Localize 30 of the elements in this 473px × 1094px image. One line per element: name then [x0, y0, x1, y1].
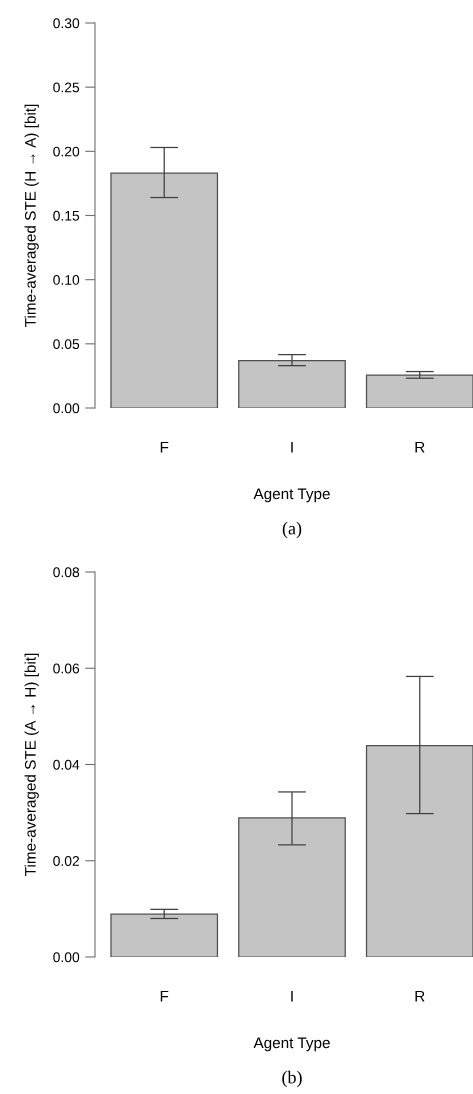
bar	[238, 359, 346, 408]
y-tick-label: 0.10	[53, 275, 80, 285]
y-tick-label: 0.00	[53, 403, 80, 414]
bar	[110, 913, 219, 957]
y-tick-label: 0.08	[53, 567, 80, 578]
x-axis-title: Agent Type	[253, 1037, 330, 1052]
bar	[365, 745, 473, 957]
y-axis-title: Time-averaged STE (A → H) [bit]	[24, 653, 39, 876]
x-tick-label: F	[160, 990, 169, 1002]
x-tick-label: I	[291, 441, 293, 453]
x-tick-label: R	[415, 441, 425, 453]
y-tick-label: 0.15	[53, 210, 80, 221]
bar	[365, 374, 473, 408]
bar	[110, 172, 219, 408]
y-tick-label: 0.25	[53, 82, 80, 93]
y-tick-label: 0.02	[53, 856, 80, 866]
x-axis-title: Agent Type	[253, 488, 330, 503]
x-tick-label: I	[291, 990, 293, 1002]
x-tick-label: R	[415, 990, 425, 1002]
y-tick-label: 0.05	[53, 339, 80, 349]
y-tick-label: 0.00	[53, 952, 80, 963]
x-tick-label: F	[160, 441, 169, 453]
y-tick-label: 0.06	[53, 663, 80, 674]
y-tick-label: 0.30	[53, 18, 80, 29]
text: (b)	[282, 1070, 302, 1088]
y-tick-label: 0.04	[53, 759, 80, 770]
y-tick-label: 0.20	[53, 146, 80, 157]
y-axis-title: Time-averaged STE (H → A) [bit]	[24, 104, 39, 327]
text: (a)	[282, 521, 302, 539]
bar	[238, 817, 346, 957]
